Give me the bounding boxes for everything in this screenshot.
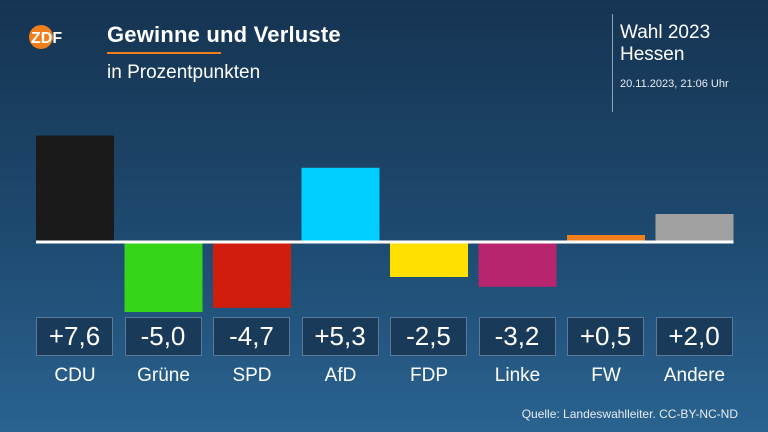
value-label-grüne: -5,0	[124, 317, 202, 356]
election-title: Wahl 2023	[620, 22, 711, 43]
source-note: Quelle: Landeswahlleiter. CC-BY-NC-ND	[521, 407, 738, 421]
category-label-fw: FW	[591, 365, 621, 386]
bar-cdu	[36, 135, 114, 242]
value-label-fdp: -2,5	[390, 317, 467, 356]
header-divider	[612, 14, 613, 112]
category-label-linke: Linke	[494, 365, 541, 386]
chart-title: Gewinne und Verluste	[107, 22, 341, 47]
bar-fw	[567, 235, 645, 242]
election-info: Wahl 2023 Hessen	[620, 22, 710, 66]
category-label-fdp: FDP	[410, 365, 448, 386]
value-label-cdu: +7,6	[36, 317, 113, 356]
svg-text:ZDF: ZDF	[31, 30, 62, 47]
timestamp: 20.11.2023, 21:06 Uhr	[620, 78, 729, 90]
category-label-spd: SPD	[232, 365, 272, 386]
zdf-logo: ZDF	[29, 25, 62, 49]
title-underline	[107, 52, 221, 54]
bar-grüne	[124, 242, 203, 312]
value-label-afd: +5,3	[301, 317, 379, 356]
bar-andere	[655, 214, 734, 242]
election-region: Hessen	[620, 44, 685, 65]
category-label-cdu: CDU	[54, 365, 96, 386]
bar-spd	[213, 242, 291, 308]
value-label-andere: +2,0	[655, 317, 733, 356]
value-label-linke: -3,2	[478, 317, 556, 356]
chart-subtitle: in Prozentpunkten	[107, 62, 261, 83]
value-label-fw: +0,5	[567, 317, 644, 356]
bar-linke	[478, 242, 557, 287]
bar-fdp	[390, 242, 468, 277]
category-label-afd: AfD	[324, 365, 357, 386]
value-label-spd: -4,7	[213, 317, 290, 356]
category-label-andere: Andere	[663, 365, 726, 386]
category-label-grüne: Grüne	[137, 365, 190, 386]
bar-afd	[301, 167, 380, 242]
